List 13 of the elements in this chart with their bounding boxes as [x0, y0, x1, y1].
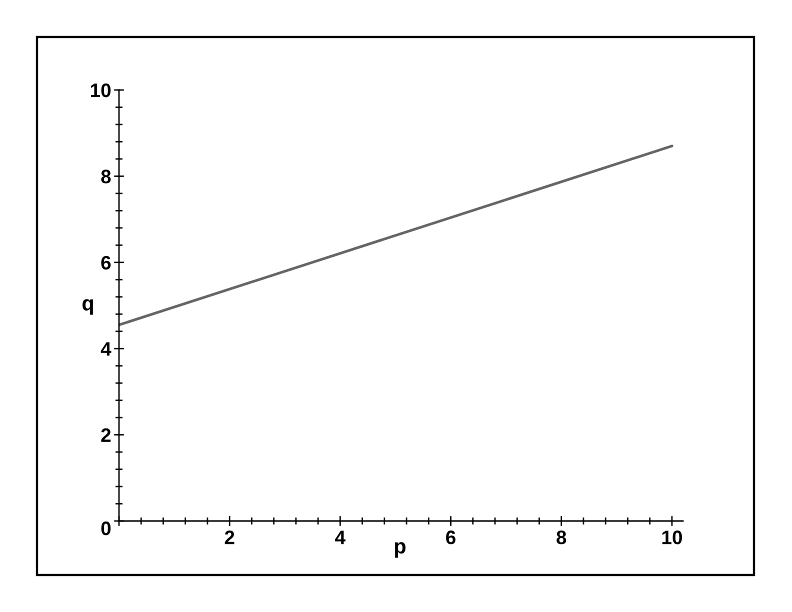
- y-tick-label: 6: [101, 256, 111, 270]
- x-axis-title: p: [395, 542, 406, 558]
- x-tick-label: 2: [224, 530, 234, 544]
- x-tick-label: 6: [446, 530, 456, 544]
- x-tick-label: 10: [662, 530, 682, 544]
- y-axis-title: q: [82, 299, 93, 315]
- y-tick-label: 2: [101, 428, 111, 442]
- y-tick-label: 4: [100, 342, 112, 356]
- x-tick-label: 8: [556, 530, 566, 544]
- x-tick-label: 4: [335, 530, 346, 544]
- y-tick-label: 8: [101, 170, 111, 184]
- y-tick-label: 0: [101, 522, 111, 536]
- y-tick-label: 10: [90, 83, 111, 98]
